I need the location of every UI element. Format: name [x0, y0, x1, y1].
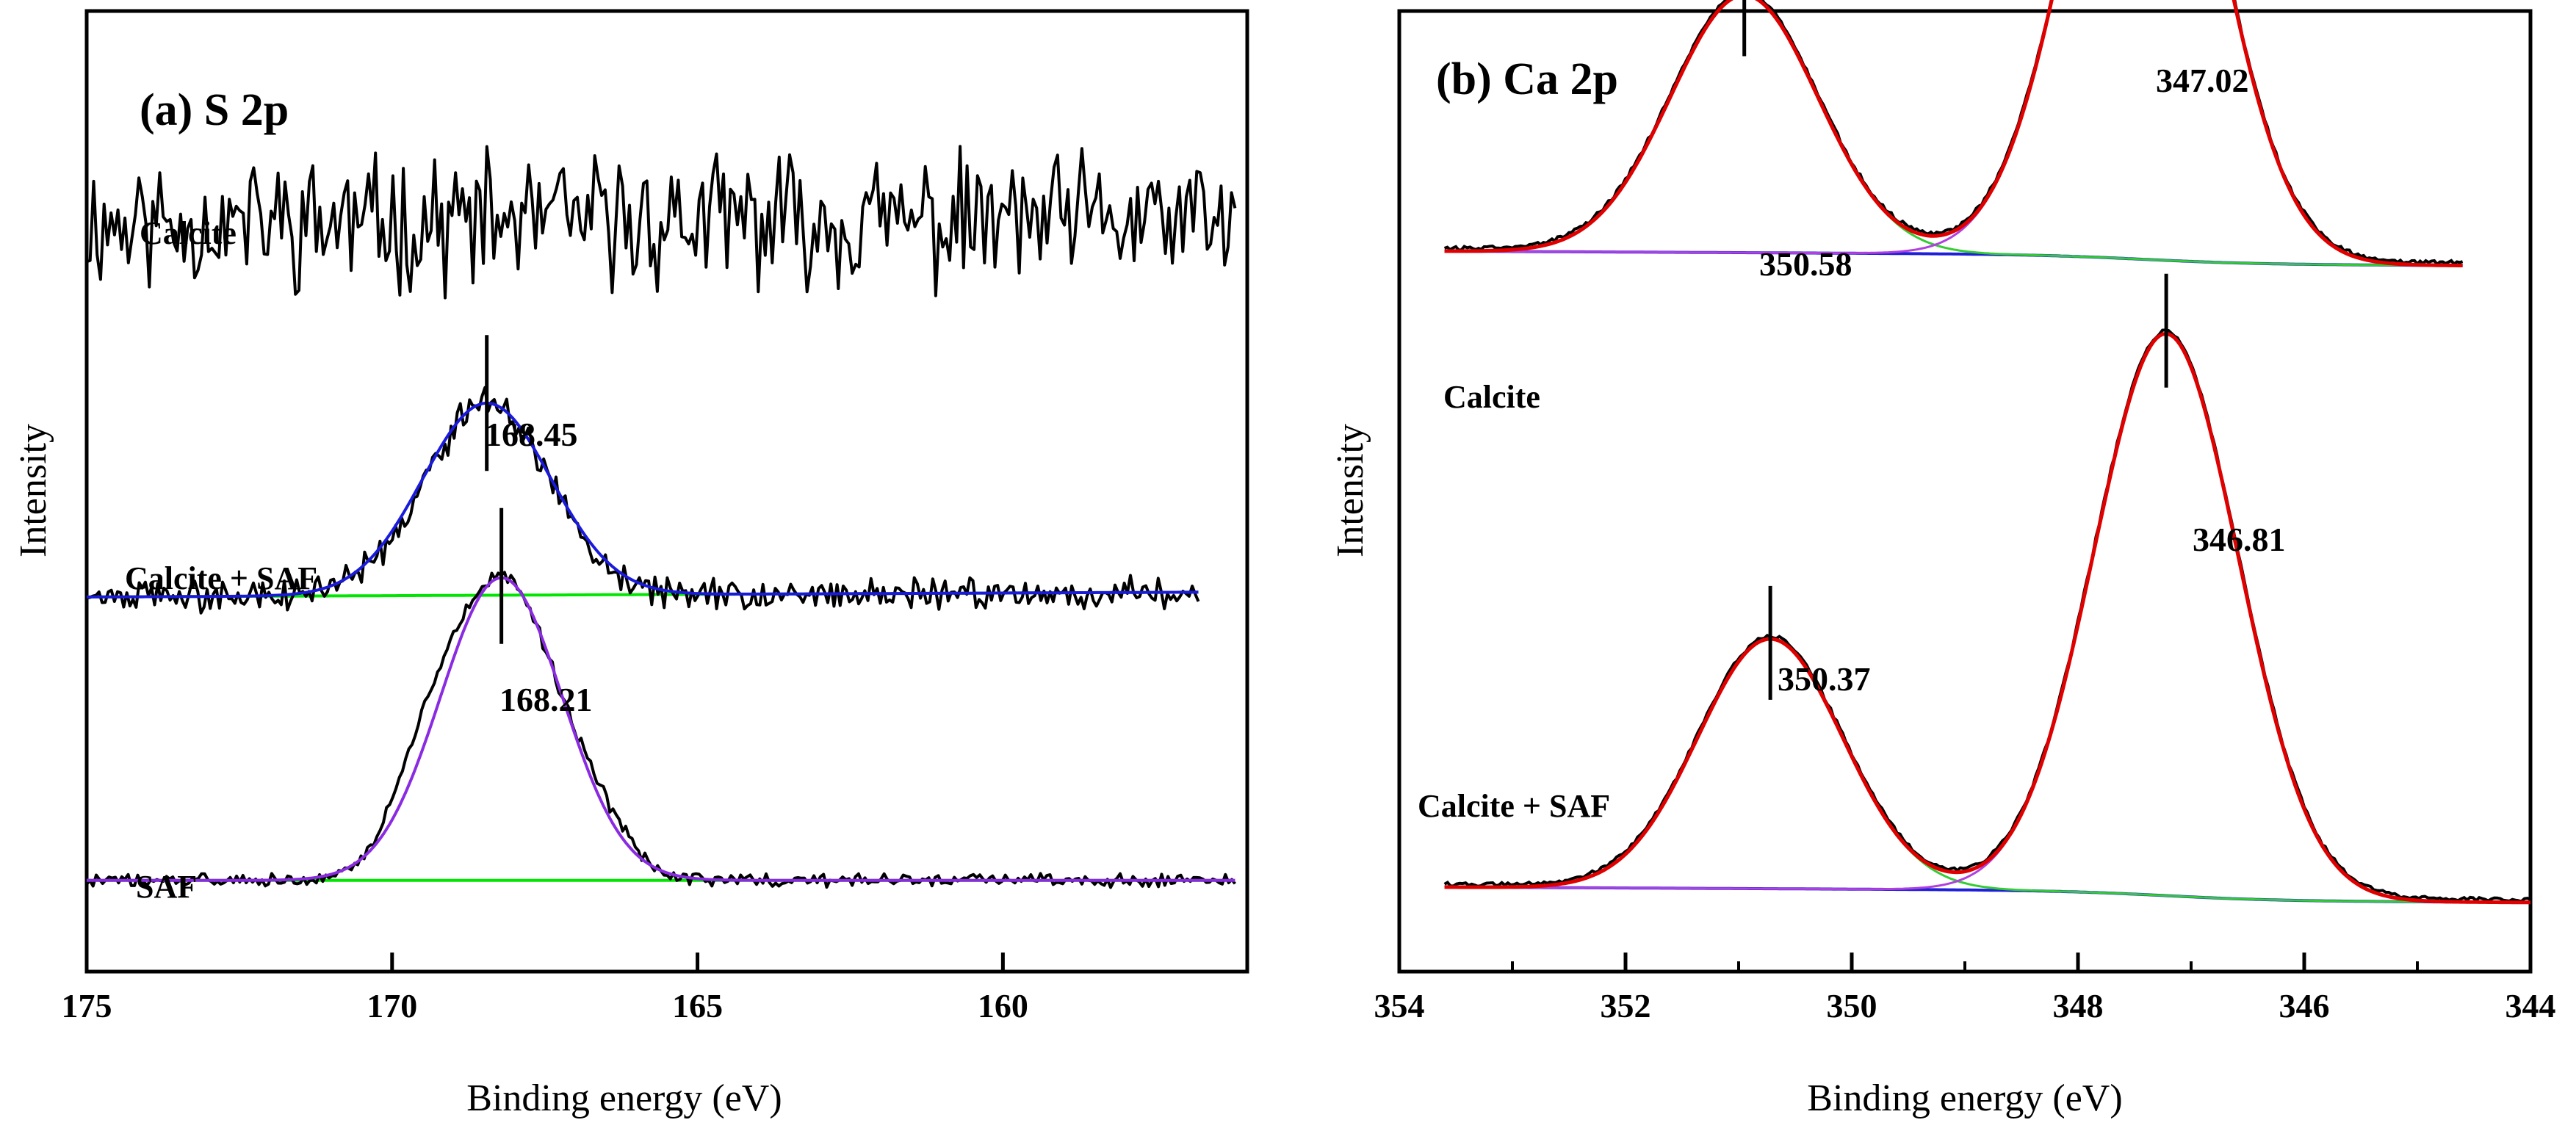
panel-b-tick-label: 352 — [1601, 987, 1651, 1024]
panel-b-peak-label-347-02: 347.02 — [2156, 62, 2249, 99]
calcite-saf-s2p-spectrum-line — [86, 386, 1200, 615]
calcite-s2p-spectrum-line — [86, 145, 1237, 300]
panel-a-tick-label: 160 — [978, 987, 1028, 1024]
panel-a-peak-label-168-21: 168.21 — [499, 681, 593, 718]
saf-fit-line — [87, 576, 1235, 882]
panel-b-x-axis-title: Binding energy (eV) — [1807, 1077, 2122, 1119]
panel-b-series-label-calcite-saf: Calcite + SAF — [1418, 788, 1610, 824]
calcite-saf-ca2p-envelope-line — [1444, 331, 2530, 905]
panel-a-x-axis-title: Binding energy (eV) — [466, 1077, 782, 1119]
panel-a-x-ticks — [84, 953, 1005, 972]
panel-a-tick-label: 175 — [62, 987, 112, 1024]
panel-b-peak-label-350-37: 350.37 — [1778, 660, 1871, 698]
panel-b-series-label-calcite: Calcite — [1443, 379, 1540, 415]
panel-b-x-ticks — [1397, 953, 2533, 972]
panel-b-peak-label-350-58: 350.58 — [1759, 245, 1852, 283]
panel-b-tick-label: 344 — [2505, 987, 2556, 1024]
calcite-saf-fit-line — [87, 402, 1199, 599]
panel-b-x-tick-labels: 354 352 350 348 346 344 — [1374, 987, 2556, 1024]
panel-a-curves — [85, 145, 1237, 889]
calcite-ca2p-envelope-line — [1444, 0, 2463, 267]
panel-b-y-axis-title: Intensity — [1330, 424, 1371, 557]
panel-a-peak-markers — [485, 335, 504, 644]
panel-b-title: (b) Ca 2p — [1436, 54, 1618, 104]
panel-a-series-label-saf: SAF — [136, 869, 197, 905]
panel-b-tick-label: 354 — [1374, 987, 1425, 1024]
panel-a-frame — [84, 9, 1249, 974]
panel-a-title: (a) S 2p — [140, 85, 289, 135]
panel-b-peak-label-346-81: 346.81 — [2193, 521, 2286, 558]
panel-a-tick-label: 165 — [672, 987, 723, 1024]
panel-a-tick-label: 170 — [367, 987, 417, 1024]
panel-b-tick-label: 350 — [1827, 987, 1877, 1024]
panel-b-tick-label: 346 — [2279, 987, 2330, 1024]
panel-b-peak-markers — [1742, 0, 2168, 700]
panel-b-curves — [1443, 0, 2531, 905]
panel-a-y-axis-title: Intensity — [12, 424, 54, 557]
panel-a-series-label-calcite: Calcite — [140, 215, 237, 251]
panel-b: 354 352 350 348 346 344 (b) Ca 2p Calcite Cal… — [1330, 0, 2556, 1119]
panel-b-frame — [1397, 9, 2533, 974]
panel-a: 175 170 165 160 (a) S 2p Calcite Calcite + … — [12, 9, 1249, 1119]
panel-a-series-label-calcite-saf: Calcite + SAF — [125, 560, 317, 596]
panel-b-tick-label: 348 — [2053, 987, 2104, 1024]
saf-s2p-spectrum-line — [85, 571, 1236, 889]
panel-a-peak-label-168-45: 168.45 — [485, 416, 578, 453]
panel-a-x-tick-labels: 175 170 165 160 — [62, 987, 1028, 1024]
